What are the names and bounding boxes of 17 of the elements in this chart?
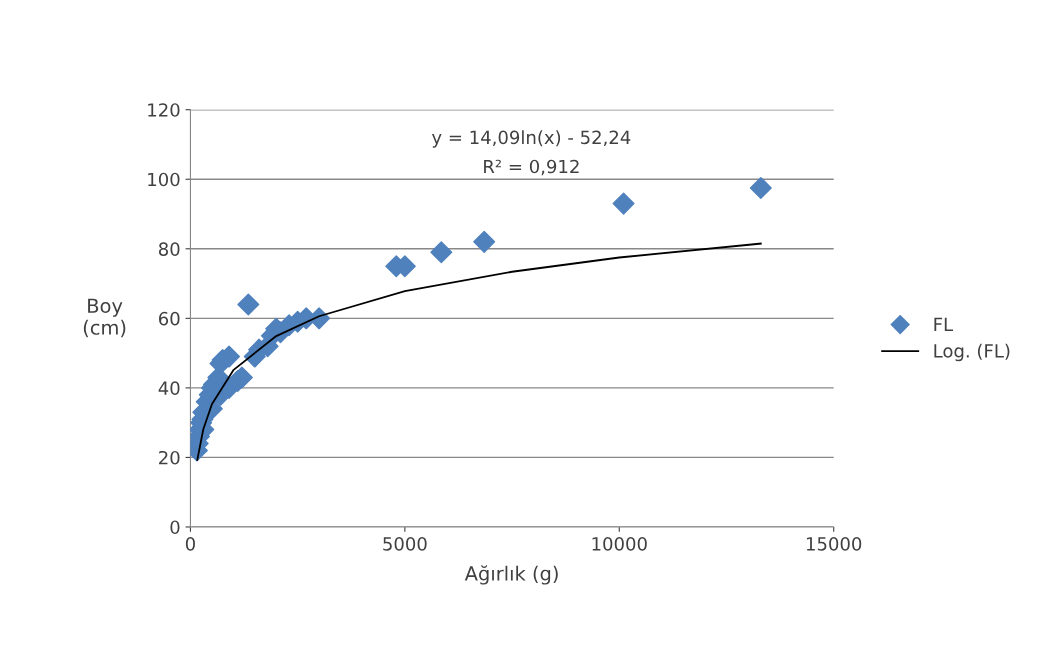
y-tick-label: 120	[148, 103, 180, 117]
legend-label: FL	[934, 317, 954, 331]
x-axis-title: Ağırlık (g)	[464, 565, 558, 585]
y-tick-label: 60	[159, 311, 180, 326]
x-tick-label: 0	[185, 537, 195, 551]
y-tick-label: 20	[159, 450, 180, 465]
x-tick-label: 5000	[383, 537, 427, 551]
annotation: y = 14,09ln(x) - 52,24	[431, 130, 631, 148]
y-axis-title: Boy (cm)	[83, 298, 126, 338]
legend-label: Log. (FL)	[934, 343, 1010, 362]
y-tick-label: 40	[158, 381, 180, 395]
x-tick-label: 15000	[806, 537, 862, 551]
x-tick-label: 10000	[592, 537, 647, 551]
y-tick-label: 0	[170, 520, 180, 535]
annotation: R² = 0,912	[484, 159, 579, 176]
y-tick-label: 100	[148, 172, 180, 187]
y-tick-label: 80	[158, 242, 180, 256]
